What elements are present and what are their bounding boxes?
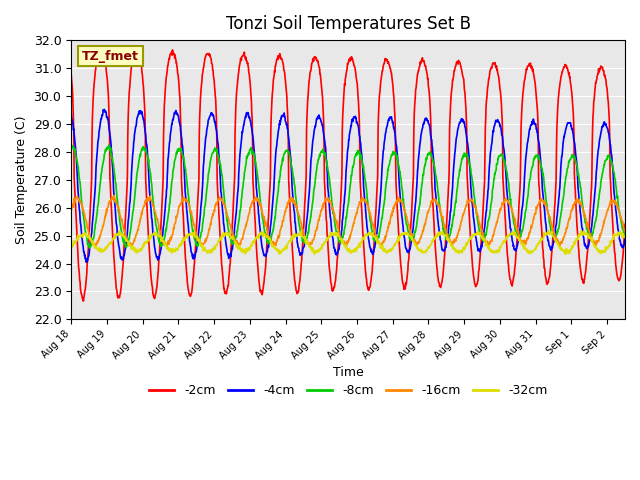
-4cm <box>83 259 91 265</box>
Line: -2cm: -2cm <box>71 48 625 301</box>
-2cm <box>79 298 87 304</box>
-2cm <box>97 46 105 51</box>
-8cm <box>178 149 186 155</box>
Line: -32cm: -32cm <box>71 230 625 254</box>
-8cm <box>487 202 495 207</box>
-4cm <box>178 136 186 142</box>
-32cm <box>227 234 235 240</box>
X-axis label: Time: Time <box>333 366 364 379</box>
-16cm <box>110 192 118 198</box>
-16cm <box>167 237 175 242</box>
-16cm <box>487 239 495 244</box>
-4cm <box>67 109 75 115</box>
-8cm <box>105 142 113 148</box>
-4cm <box>100 107 108 112</box>
-2cm <box>67 71 75 76</box>
-4cm <box>228 248 236 254</box>
-32cm <box>486 248 494 254</box>
-2cm <box>178 183 186 189</box>
Y-axis label: Soil Temperature (C): Soil Temperature (C) <box>15 116 28 244</box>
-8cm <box>548 228 556 234</box>
-2cm <box>621 221 629 227</box>
-16cm <box>234 244 241 250</box>
Text: TZ_fmet: TZ_fmet <box>82 49 139 63</box>
-4cm <box>278 113 286 119</box>
-16cm <box>67 209 75 215</box>
Line: -4cm: -4cm <box>71 109 625 262</box>
-16cm <box>177 201 185 206</box>
-16cm <box>621 228 629 234</box>
Line: -16cm: -16cm <box>71 195 625 247</box>
Line: -8cm: -8cm <box>71 145 625 248</box>
-32cm <box>67 245 75 251</box>
-2cm <box>548 242 556 248</box>
-32cm <box>277 250 285 255</box>
-16cm <box>548 227 556 232</box>
-32cm <box>621 234 629 240</box>
Title: Tonzi Soil Temperatures Set B: Tonzi Soil Temperatures Set B <box>225 15 470 33</box>
-4cm <box>548 245 556 251</box>
-32cm <box>545 228 552 233</box>
-32cm <box>561 252 569 257</box>
-4cm <box>168 125 175 131</box>
-32cm <box>177 243 185 249</box>
Legend: -2cm, -4cm, -8cm, -16cm, -32cm: -2cm, -4cm, -8cm, -16cm, -32cm <box>144 380 552 403</box>
-8cm <box>228 240 236 246</box>
-8cm <box>67 144 75 149</box>
-2cm <box>278 57 286 62</box>
-2cm <box>228 236 236 241</box>
-2cm <box>168 49 175 55</box>
-8cm <box>86 245 93 251</box>
-16cm <box>278 223 286 229</box>
-16cm <box>227 226 235 232</box>
-8cm <box>168 183 175 189</box>
-4cm <box>487 147 495 153</box>
-2cm <box>487 66 495 72</box>
-32cm <box>548 232 556 238</box>
-8cm <box>278 161 286 167</box>
-32cm <box>167 248 175 254</box>
-8cm <box>621 234 629 240</box>
-4cm <box>621 236 629 241</box>
